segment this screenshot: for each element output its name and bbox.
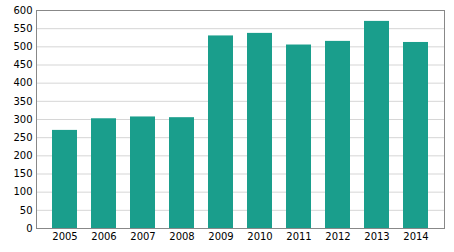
svg-text:450: 450	[13, 59, 32, 70]
svg-text:2005: 2005	[52, 231, 77, 242]
svg-text:600: 600	[13, 5, 32, 16]
svg-text:2008: 2008	[169, 231, 194, 242]
svg-text:200: 200	[13, 150, 32, 161]
svg-text:150: 150	[13, 168, 32, 179]
svg-text:500: 500	[13, 41, 32, 52]
svg-text:2011: 2011	[286, 231, 311, 242]
svg-text:350: 350	[13, 96, 32, 107]
svg-text:2009: 2009	[208, 231, 233, 242]
svg-text:0: 0	[26, 223, 32, 234]
svg-text:100: 100	[13, 186, 32, 197]
svg-text:2006: 2006	[91, 231, 116, 242]
svg-text:2007: 2007	[130, 231, 155, 242]
svg-text:2013: 2013	[364, 231, 389, 242]
svg-text:2014: 2014	[403, 231, 428, 242]
svg-text:2010: 2010	[247, 231, 272, 242]
svg-text:400: 400	[13, 77, 32, 88]
svg-text:550: 550	[13, 23, 32, 34]
svg-text:250: 250	[13, 132, 32, 143]
svg-text:50: 50	[20, 205, 33, 216]
svg-text:300: 300	[13, 114, 32, 125]
svg-text:2012: 2012	[325, 231, 350, 242]
